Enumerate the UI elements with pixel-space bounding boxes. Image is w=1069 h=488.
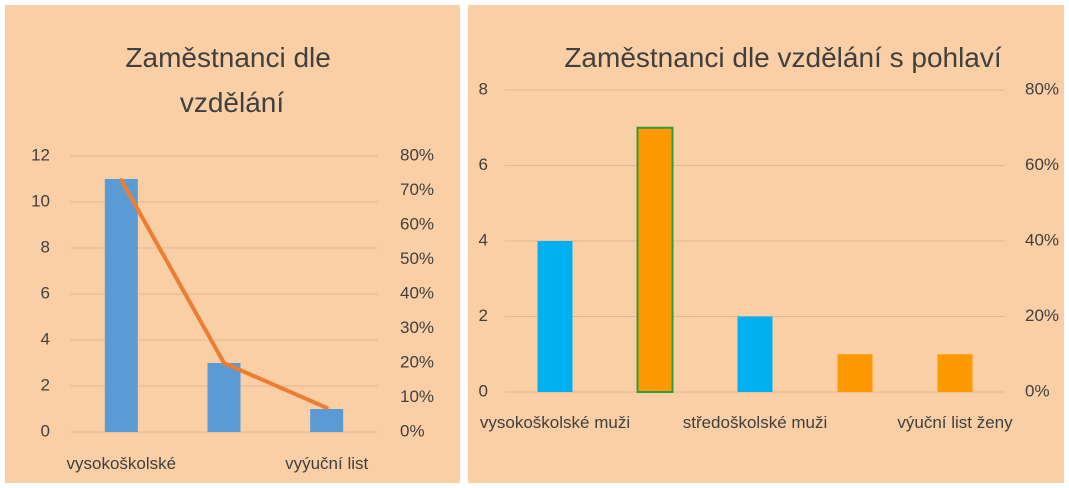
y-tick-label: 6: [479, 155, 488, 174]
chart-title: Zaměstnanci dle vzdělání s pohlaví: [564, 42, 1002, 73]
y-tick-label: 4: [479, 230, 488, 249]
x-tick-label: vysokoškolské muži: [480, 413, 630, 432]
y2-tick-label: 50%: [400, 249, 434, 268]
line-series: [119, 178, 329, 410]
y2-tick-label: 60%: [1025, 155, 1059, 174]
x-tick-label: vysokoškolské: [67, 454, 177, 473]
bar: [104, 179, 138, 432]
y-tick-label: 0: [41, 421, 50, 440]
chart-title: Zaměstnanci dle vzdělání: [125, 42, 338, 118]
x-tick-label: vyýuční list: [285, 454, 368, 473]
y2-tick-label: 80%: [400, 145, 434, 164]
bar: [207, 363, 241, 432]
bar: [837, 354, 873, 392]
y-tick-label: 2: [41, 375, 50, 394]
y2-tick-label: 0%: [1025, 381, 1050, 400]
y-tick-label: 10: [31, 191, 50, 210]
y-tick-label: 0: [479, 381, 488, 400]
y2-tick-label: 40%: [1025, 230, 1059, 249]
bar: [537, 241, 573, 392]
y-tick-label: 8: [41, 237, 50, 256]
y2-tick-label: 80%: [1025, 79, 1059, 98]
y2-tick-label: 20%: [1025, 306, 1059, 325]
y2-tick-label: 60%: [400, 214, 434, 233]
bar: [636, 126, 674, 393]
y2-tick-label: 10%: [400, 387, 434, 406]
y2-tick-label: 30%: [400, 318, 434, 337]
x-tick-label: středoškolské muži: [683, 413, 828, 432]
y-tick-label: 4: [41, 329, 50, 348]
y-tick-label: 6: [41, 283, 50, 302]
y2-tick-label: 20%: [400, 352, 434, 371]
bar: [937, 354, 973, 392]
x-tick-label: výuční list ženy: [897, 413, 1013, 432]
y2-tick-label: 70%: [400, 180, 434, 199]
y-tick-label: 12: [31, 145, 50, 164]
y-tick-label: 2: [479, 306, 488, 325]
y2-tick-label: 40%: [400, 283, 434, 302]
y-tick-label: 8: [479, 79, 488, 98]
bar: [310, 409, 344, 432]
bar: [737, 316, 773, 392]
y2-tick-label: 0%: [400, 421, 425, 440]
